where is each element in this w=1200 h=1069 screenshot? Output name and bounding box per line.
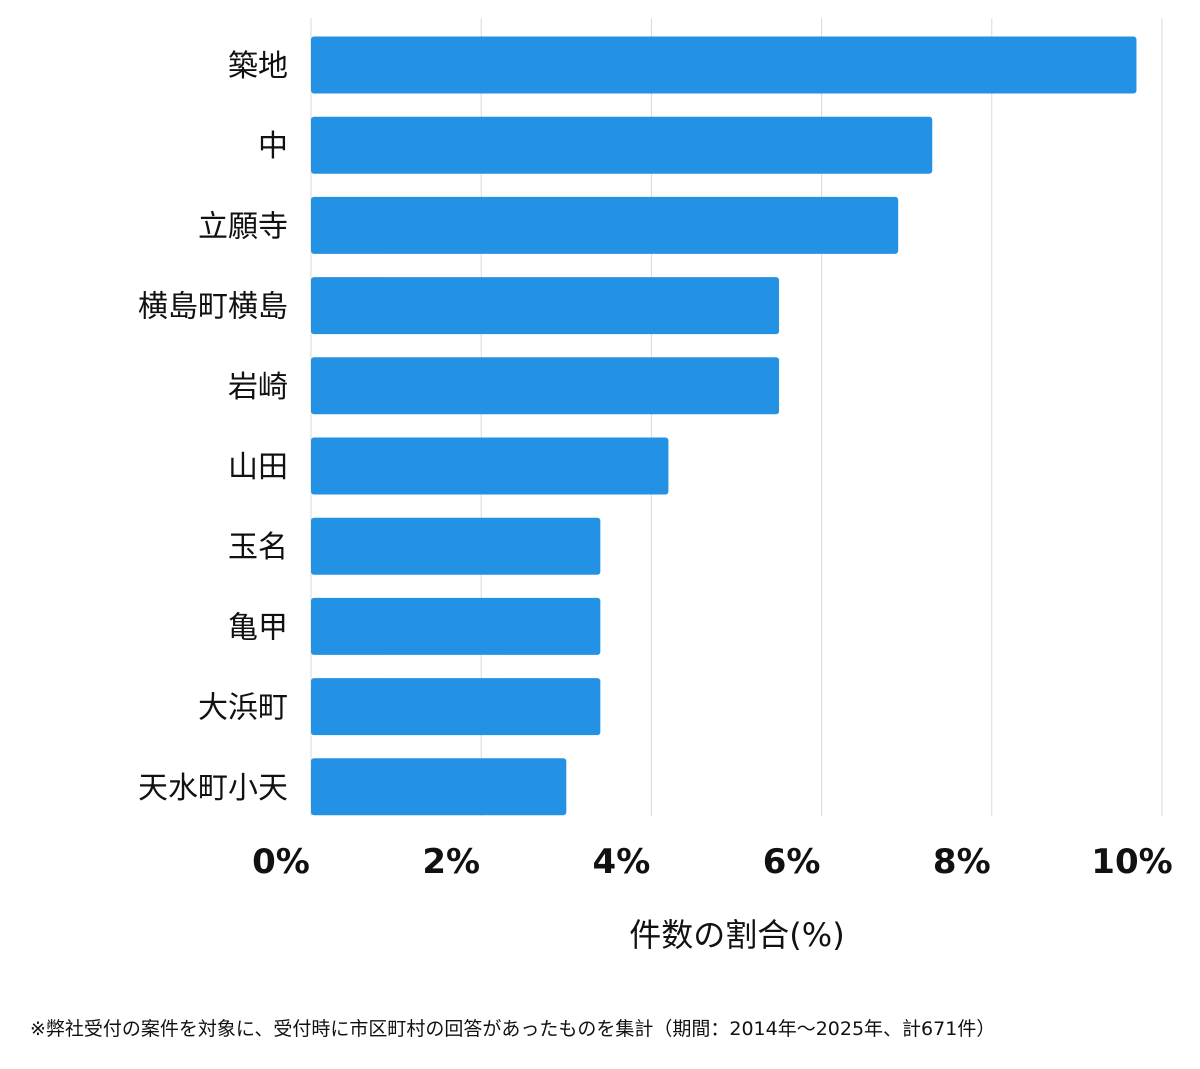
bar [311,116,933,174]
bar [311,758,567,816]
category-label: 山田 [228,450,288,485]
category-label: 築地 [228,49,288,84]
category-label: 玉名 [228,530,288,565]
category-label: 岩崎 [228,370,288,405]
x-tick-label: 6% [763,842,821,882]
category-label: 天水町小天 [138,771,288,806]
x-tick-label: 4% [593,842,651,882]
category-label: 中 [258,129,288,164]
category-label: 立願寺 [198,209,288,244]
x-tick-label: 8% [933,842,991,882]
bar [311,36,1137,94]
footnote: ※弊社受付の案件を対象に、受付時に市区町村の回答があったものを集計（期間：201… [30,1018,996,1040]
bar [311,597,601,655]
x-axis-title: 件数の割合(%) [629,916,844,954]
x-tick-label: 2% [422,842,480,882]
category-label: 横島町横島 [138,290,288,325]
bar [311,277,780,335]
category-label: 亀甲 [228,610,288,645]
bar [311,437,669,495]
bars [311,36,1137,816]
bar [311,357,780,415]
x-tick-labels: 0% 2% 4% 6% 8% 10% [252,842,1173,882]
bar [311,678,601,736]
x-tick-label: 10% [1091,842,1172,882]
category-label: 大浜町 [198,691,288,726]
x-tick-label: 0% [252,842,310,882]
bar [311,196,899,254]
bar [311,517,601,575]
